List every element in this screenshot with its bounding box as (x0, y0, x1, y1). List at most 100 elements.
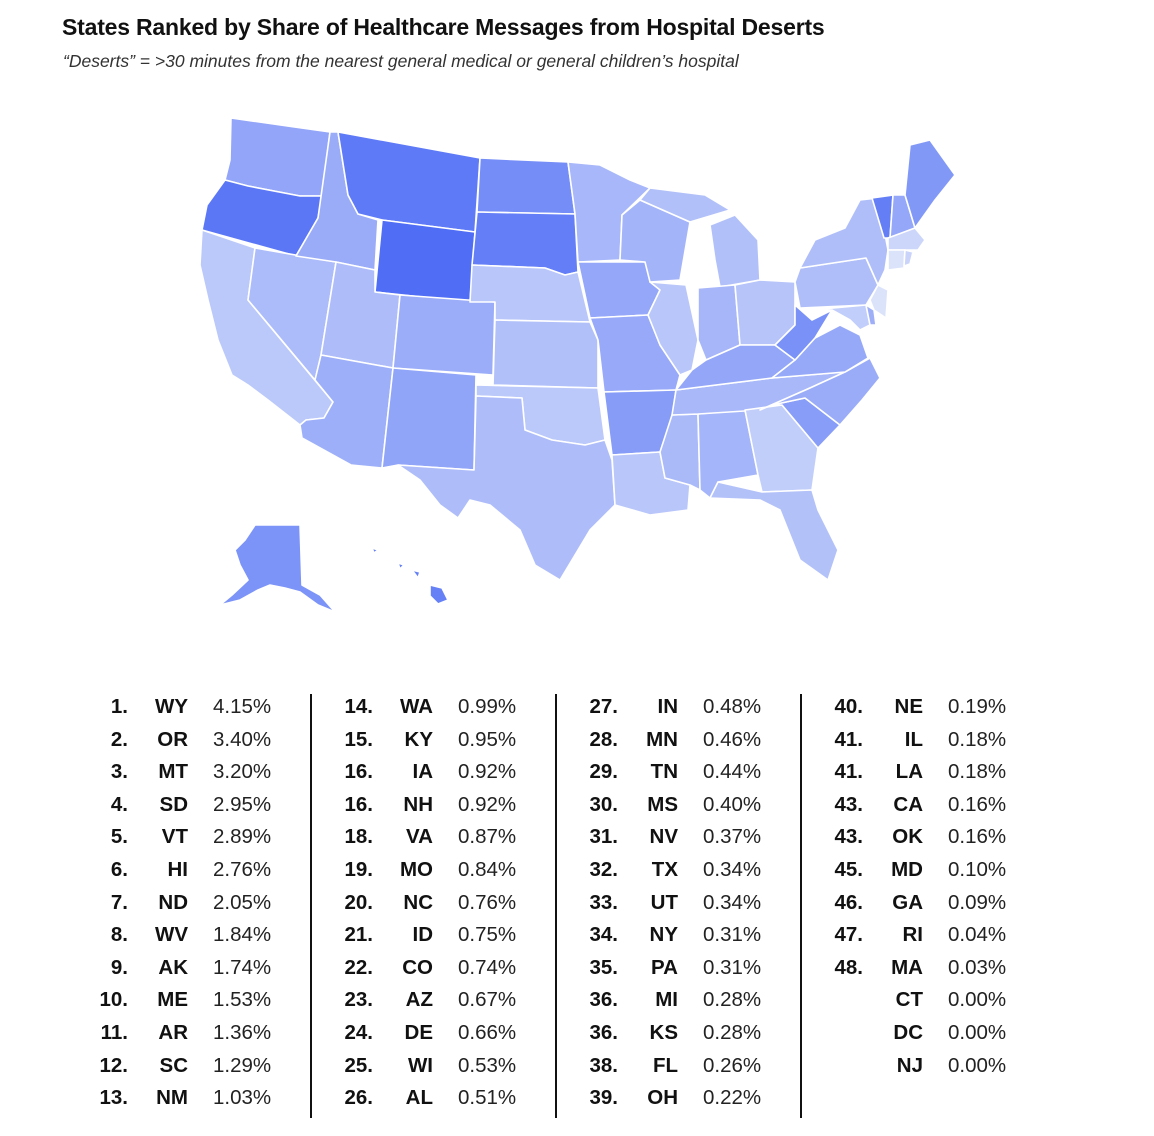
share-value: 0.31% (703, 923, 762, 947)
state-abbr: TN (650, 760, 678, 784)
state-abbr: WV (154, 923, 188, 947)
share-value: 0.95% (458, 727, 517, 751)
ranking-row: 16. IA 0.92% (305, 757, 550, 787)
state-abbr: HI (167, 858, 189, 881)
ranking-row: 8. WV 1.84% (60, 920, 305, 950)
share-value: 0.84% (458, 858, 517, 881)
rank-number: 36. (589, 1021, 619, 1044)
state-abbr: ID (412, 923, 434, 947)
rank-number: 6. (110, 858, 128, 881)
rank-number: 43. (834, 792, 864, 816)
share-value: 3.40% (213, 727, 272, 751)
state-AK (219, 524, 336, 613)
state-FL (709, 481, 839, 581)
ranking-row: 19. MO 0.84% (305, 855, 550, 885)
state-ME (904, 139, 956, 229)
rank-number: 29. (589, 760, 619, 784)
state-abbr: MO (399, 858, 433, 881)
share-value: 0.10% (948, 858, 1007, 881)
rank-number: 16. (344, 792, 374, 816)
rank-number: 13. (99, 1086, 129, 1110)
ranking-row: 36. MI 0.28% (550, 985, 795, 1015)
rank-number: 43. (834, 825, 864, 849)
state-abbr: ND (158, 890, 188, 914)
ranking-row: 12. SC 1.29% (60, 1051, 305, 1081)
state-abbr: SC (159, 1053, 188, 1077)
share-value: 0.48% (703, 695, 762, 718)
state-abbr: IN (657, 695, 679, 718)
state-abbr: OR (157, 727, 188, 751)
share-value: 1.53% (213, 988, 272, 1012)
state-abbr: CT (895, 988, 923, 1012)
state-abbr: NC (403, 890, 433, 914)
state-abbr: MS (647, 792, 678, 816)
ranking-row: 1. WY 4.15% (60, 692, 305, 722)
rank-number: 33. (589, 890, 619, 914)
share-value: 1.03% (213, 1086, 272, 1110)
ranking-row: 27. IN 0.48% (550, 692, 795, 722)
ranking-row: 16. NH 0.92% (305, 790, 550, 820)
ranking-row: 23. AZ 0.67% (305, 985, 550, 1015)
rank-number: 27. (589, 695, 619, 718)
ranking-row: 45. MD 0.10% (795, 855, 1040, 885)
rank-number: 39. (589, 1086, 619, 1110)
share-value: 4.15% (213, 695, 272, 718)
ranking-row: NJ 0.00% (795, 1051, 1040, 1081)
state-WV (774, 304, 833, 361)
rank-number: 41. (834, 727, 864, 751)
rank-number: 2. (110, 727, 128, 751)
ranking-row: 6. HI 2.76% (60, 855, 305, 885)
state-abbr: ME (157, 988, 188, 1012)
rank-number: 20. (344, 890, 374, 914)
rank-number: 9. (110, 955, 128, 979)
rank-number: 47. (834, 923, 864, 947)
ranking-row: DC 0.00% (795, 1018, 1040, 1048)
state-abbr: AL (405, 1086, 433, 1110)
state-abbr: NE (894, 695, 923, 718)
rank-number: 19. (344, 858, 374, 881)
state-abbr: MA (891, 955, 923, 979)
rank-number: 5. (110, 825, 128, 849)
state-TX (397, 395, 616, 581)
state-abbr: GA (892, 890, 923, 914)
share-value: 0.74% (458, 955, 517, 979)
state-WY (374, 219, 476, 303)
rank-number: 18. (344, 825, 374, 849)
rank-number: 28. (589, 727, 619, 751)
rank-number: 46. (834, 890, 864, 914)
share-value: 0.19% (948, 695, 1007, 718)
state-abbr: MD (891, 858, 923, 881)
ranking-row: 15. KY 0.95% (305, 725, 550, 755)
rank-number: 7. (110, 890, 128, 914)
share-value: 0.53% (458, 1053, 517, 1077)
state-HI (371, 547, 449, 605)
chart-subtitle: “Deserts” = >30 minutes from the nearest… (63, 51, 739, 71)
rank-number: 15. (344, 727, 374, 751)
rank-number: 16. (344, 760, 374, 784)
ranking-row: CT 0.00% (795, 985, 1040, 1015)
state-MA (887, 227, 926, 251)
state-abbr: NY (649, 923, 678, 947)
ranking-row: 35. PA 0.31% (550, 953, 795, 983)
rank-number: 14. (344, 695, 374, 718)
rank-number: 12. (99, 1053, 129, 1077)
ranking-row: 24. DE 0.66% (305, 1018, 550, 1048)
state-abbr: MI (655, 988, 678, 1012)
rank-number: 34. (589, 923, 619, 947)
state-abbr: WY (154, 695, 188, 718)
ranking-row: 18. VA 0.87% (305, 822, 550, 852)
share-value: 0.51% (458, 1086, 517, 1110)
state-CT (887, 249, 906, 271)
state-abbr: AR (158, 1021, 188, 1044)
rank-number: 3. (110, 760, 128, 784)
rank-number: 30. (589, 792, 619, 816)
rank-number: 26. (344, 1086, 374, 1110)
ranking-row: 9. AK 1.74% (60, 953, 305, 983)
state-abbr: FL (652, 1053, 678, 1077)
rank-number: 45. (834, 858, 864, 881)
state-NC (759, 357, 881, 426)
ranking-row: 29. TN 0.44% (550, 757, 795, 787)
rank-number: 41. (834, 760, 864, 784)
ranking-row: 39. OH 0.22% (550, 1083, 795, 1113)
state-abbr: OK (892, 825, 923, 849)
